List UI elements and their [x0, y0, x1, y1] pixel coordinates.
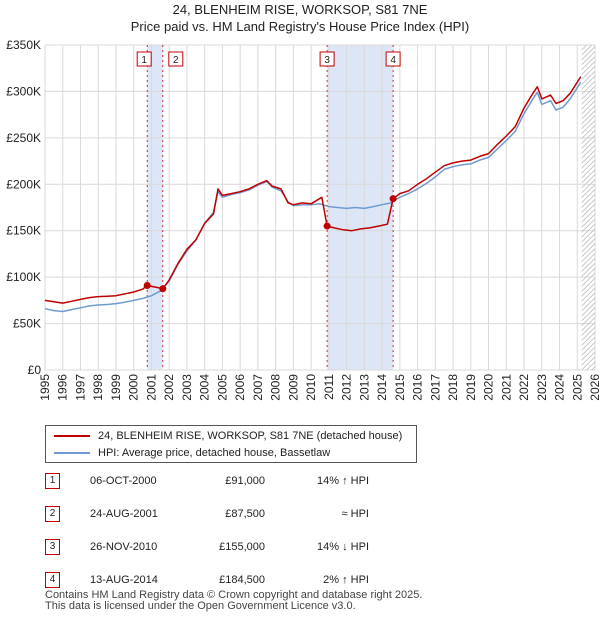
transaction-date: 26-NOV-2010	[90, 541, 158, 553]
chart-subtitle: Price paid vs. HM Land Registry's House …	[131, 19, 469, 34]
future-hatch-line	[581, 312, 595, 327]
x-tick-label: 2023	[535, 374, 549, 401]
x-tick-label: 2009	[286, 374, 300, 401]
x-tick-label: 2012	[340, 374, 354, 401]
x-tick-label: 2000	[127, 374, 141, 401]
transaction-hpi: ≈ HPI	[341, 508, 369, 520]
x-tick-label: 2015	[393, 374, 407, 401]
x-tick-label: 2002	[162, 374, 176, 401]
transaction-point	[159, 285, 167, 293]
transaction-number: 3	[45, 539, 60, 555]
x-tick-label: 1998	[91, 374, 105, 401]
transaction-number-box	[136, 51, 152, 67]
table-row: 1 06-OCT-2000 £91,000 14% ↑ HPI	[45, 473, 385, 491]
legend-label-property: 24, BLENHEIM RISE, WORKSOP, S81 7NE (det…	[98, 430, 403, 442]
transaction-hpi: 14% ↑ HPI	[317, 475, 369, 487]
x-tick-label: 2007	[251, 374, 265, 401]
transaction-date: 06-OCT-2000	[90, 475, 157, 487]
transaction-date: 13-AUG-2014	[90, 574, 158, 586]
transaction-price: £87,500	[225, 508, 265, 520]
transaction-number-label: 2	[173, 55, 179, 66]
transaction-date: 24-AUG-2001	[90, 508, 158, 520]
x-tick-label: 2003	[180, 374, 194, 401]
y-tick-label: £100K	[6, 270, 41, 284]
transaction-price: £91,000	[225, 475, 265, 487]
y-tick-label: £150K	[6, 224, 41, 238]
transaction-hpi: 2% ↑ HPI	[323, 574, 369, 586]
transaction-price: £155,000	[219, 541, 265, 553]
hpi-line	[44, 81, 582, 313]
legend-item-property: 24, BLENHEIM RISE, WORKSOP, S81 7NE (det…	[54, 428, 402, 444]
x-tick-label: 2011	[322, 374, 336, 400]
x-tick-label: 2019	[464, 374, 478, 401]
transaction-number-label: 3	[324, 55, 330, 66]
x-tick-label: 2024	[553, 374, 567, 401]
transaction-number: 1	[45, 473, 60, 489]
x-tick-label: 2008	[269, 374, 283, 401]
transaction-number-label: 4	[390, 55, 396, 66]
y-tick-label: £350K	[6, 38, 41, 52]
chart-legend: 24, BLENHEIM RISE, WORKSOP, S81 7NE (det…	[45, 425, 417, 463]
x-tick-label: 2026	[588, 374, 600, 401]
x-tick-label: 2016	[411, 374, 425, 401]
legend-swatch-hpi	[54, 452, 90, 454]
x-tick-label: 2022	[517, 374, 531, 401]
chart-title: 24, BLENHEIM RISE, WORKSOP, S81 7NE	[173, 2, 428, 17]
future-hatch-line	[581, 307, 595, 322]
transaction-number-box	[168, 51, 184, 67]
transaction-number: 4	[45, 572, 60, 588]
x-tick-label: 2020	[482, 374, 496, 401]
table-row: 2 24-AUG-2001 £87,500 ≈ HPI	[45, 506, 385, 524]
x-tick-label: 2001	[144, 374, 158, 401]
y-tick-label: £0	[28, 363, 42, 377]
y-tick-label: £200K	[6, 177, 41, 191]
transaction-number-label: 1	[141, 55, 147, 66]
transaction-number: 2	[45, 506, 60, 522]
footer-licence: This data is licensed under the Open Gov…	[45, 600, 356, 612]
x-tick-label: 1999	[109, 374, 123, 401]
transaction-hpi: 14% ↓ HPI	[317, 541, 369, 553]
future-hatch-line	[581, 90, 595, 105]
x-tick-label: 2005	[215, 374, 229, 401]
transaction-point	[323, 222, 331, 230]
legend-label-hpi: HPI: Average price, detached house, Bass…	[98, 447, 331, 459]
x-tick-label: 2017	[428, 374, 442, 401]
x-tick-label: 2013	[357, 374, 371, 401]
table-row: 3 26-NOV-2010 £155,000 14% ↓ HPI	[45, 539, 385, 557]
x-tick-label: 2014	[375, 374, 389, 401]
price-chart: 24, BLENHEIM RISE, WORKSOP, S81 7NE Pric…	[6, 2, 600, 401]
property-price-line	[44, 76, 582, 304]
future-hatch-line	[581, 203, 595, 218]
future-hatch-line	[581, 198, 595, 213]
x-tick-label: 1996	[56, 374, 70, 401]
x-tick-label: 2006	[233, 374, 247, 401]
plot-area	[45, 45, 595, 370]
y-tick-label: £50K	[13, 317, 41, 331]
transaction-price: £184,500	[219, 574, 265, 586]
y-tick-label: £250K	[6, 131, 41, 145]
x-tick-label: 2004	[198, 374, 212, 401]
table-row: 4 13-AUG-2014 £184,500 2% ↑ HPI	[45, 572, 385, 590]
transaction-point	[143, 282, 151, 289]
x-tick-label: 2010	[304, 374, 318, 401]
legend-item-hpi: HPI: Average price, detached house, Bass…	[54, 445, 330, 461]
footer-attribution: Contains HM Land Registry data © Crown c…	[45, 590, 422, 612]
legend-swatch-property	[54, 435, 90, 437]
future-hatch-line	[581, 95, 595, 110]
highlight-band	[147, 45, 163, 370]
y-tick-label: £300K	[6, 84, 41, 98]
x-tick-label: 2018	[446, 374, 460, 401]
x-tick-label: 2025	[570, 374, 584, 401]
transaction-number-box	[319, 51, 335, 67]
transaction-point	[389, 195, 397, 203]
x-tick-label: 1995	[38, 374, 52, 401]
x-tick-label: 2021	[499, 374, 513, 401]
x-tick-label: 1997	[73, 374, 87, 401]
transaction-number-box	[385, 51, 401, 67]
footer-copyright: Contains HM Land Registry data © Crown c…	[45, 589, 423, 601]
